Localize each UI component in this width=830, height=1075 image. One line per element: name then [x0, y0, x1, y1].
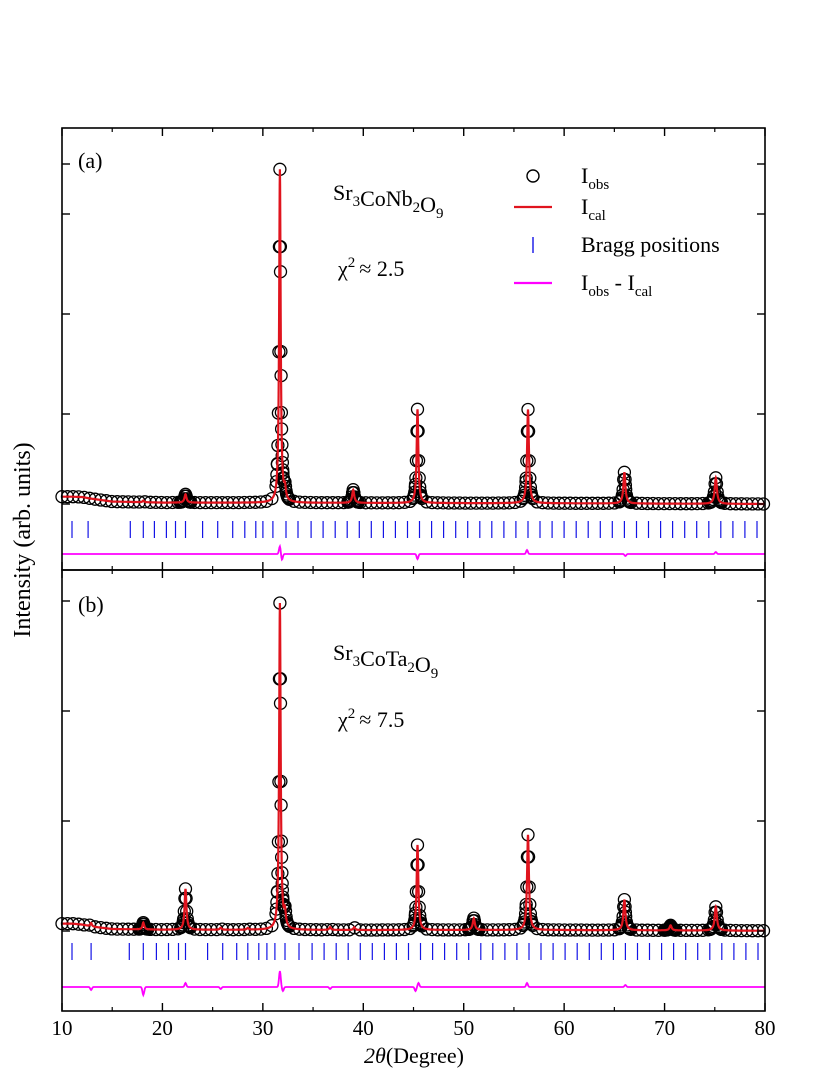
axes: 10 20 30 40 50 60 70 80: [52, 127, 776, 1040]
panel-b: (b) Sr3CoTa2O9 χ2 ≈ 7.5: [55, 592, 771, 998]
calc-line: [62, 169, 765, 506]
chi-value: ≈ 2.5: [359, 256, 404, 281]
x-tick-label: 60: [554, 1016, 575, 1040]
x-tick-label: 40: [353, 1016, 374, 1040]
x-tick-label: 50: [453, 1016, 474, 1040]
formula-part: Sr: [333, 180, 353, 205]
x-tick-label: 80: [755, 1016, 776, 1040]
chi-value: ≈ 7.5: [359, 707, 404, 732]
diff-line: [62, 543, 765, 562]
chi-squared: χ2 ≈ 7.5: [337, 706, 404, 732]
obs-points: [55, 596, 771, 938]
bragg-ticks: [71, 943, 759, 960]
formula: Sr3CoTa2O9: [333, 640, 438, 682]
formula: Sr3CoNb2O9: [333, 180, 444, 222]
panel-label: (a): [78, 148, 102, 173]
calc-line: [62, 602, 765, 932]
panel-label: (b): [78, 592, 104, 617]
panel-a: (a) Sr3CoNb2O9 χ2 ≈ 2.5: [55, 148, 771, 562]
obs-point: [265, 491, 279, 506]
legend-label: Iobs: [581, 163, 609, 193]
formula-part: CoTa: [360, 646, 408, 671]
formula-part: O: [420, 192, 436, 217]
x-tick-label: 20: [152, 1016, 173, 1040]
x-tick-label: 10: [52, 1016, 73, 1040]
formula-sub: 9: [436, 206, 444, 222]
x-axis-symbol: 2θ: [364, 1043, 386, 1068]
obs-point: [265, 919, 279, 933]
x-tick-label: 70: [654, 1016, 675, 1040]
legend-label: Iobs - Ical: [581, 270, 652, 300]
formula-part: Sr: [333, 640, 353, 665]
formula-sub: 2: [413, 200, 421, 216]
x-axis-unit: (Degree): [386, 1043, 464, 1068]
x-axis-label: 2θ(Degree): [364, 1043, 464, 1068]
diff-line: [62, 970, 765, 998]
formula-sub: 9: [431, 666, 439, 682]
legend-label: Bragg positions: [581, 232, 720, 257]
x-tick-label: 30: [252, 1016, 273, 1040]
formula-part: CoNb: [360, 186, 413, 211]
formula-part: O: [415, 652, 431, 677]
formula-sub: 2: [407, 660, 415, 676]
bragg-ticks: [71, 521, 758, 538]
chi-squared: χ2 ≈ 2.5: [337, 255, 404, 281]
panel-frame: [61, 569, 766, 1012]
formula-sub: 3: [353, 194, 361, 210]
legend-label: Ical: [581, 194, 606, 224]
legend-marker-circle: [526, 169, 540, 183]
formula-sub: 3: [353, 654, 361, 670]
y-axis-label: Intensity (arb. units): [10, 442, 36, 637]
